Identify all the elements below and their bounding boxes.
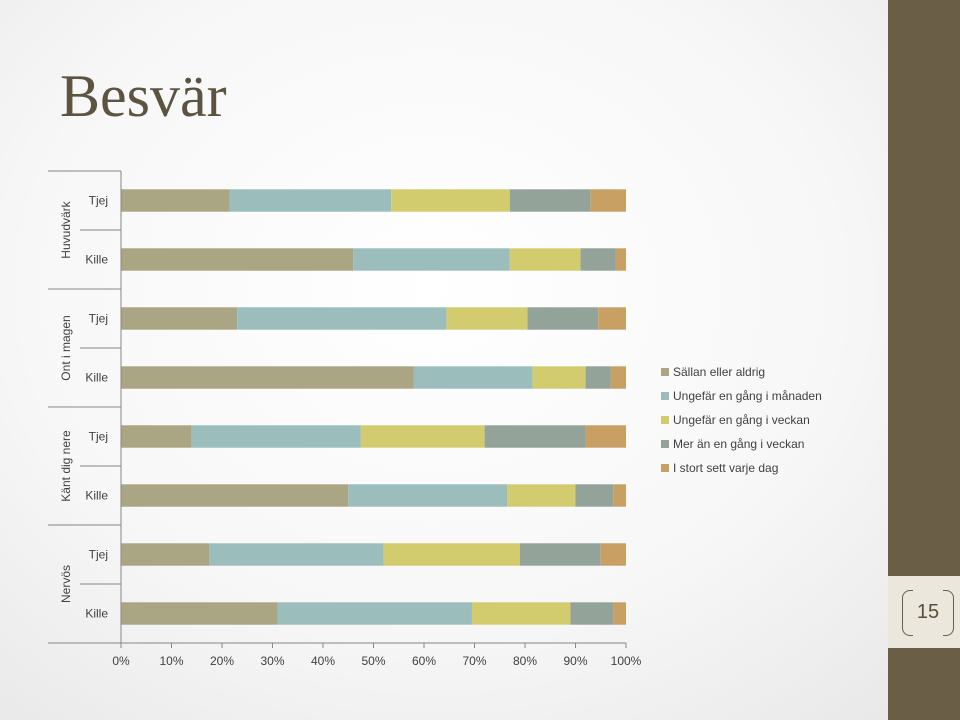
category-label: Kille — [85, 607, 108, 621]
bar-segment — [598, 307, 626, 330]
bar-segment — [446, 307, 528, 330]
x-tick-label: 60% — [412, 654, 436, 668]
bar-segment — [121, 425, 192, 448]
legend-swatch — [661, 464, 669, 472]
legend-item: I stort sett varje dag — [661, 456, 822, 480]
group-label: Känt dig nere — [59, 430, 73, 502]
bar-segment — [229, 189, 392, 212]
x-tick-label: 0% — [112, 654, 130, 668]
bar-segment — [191, 425, 361, 448]
legend-label: Sällan eller aldrig — [673, 365, 766, 379]
bar-segment — [360, 425, 485, 448]
x-tick-label: 80% — [513, 654, 537, 668]
bar-segment — [509, 189, 591, 212]
bar-segment — [507, 484, 576, 507]
legend-swatch — [661, 368, 669, 376]
bar-segment — [121, 366, 414, 389]
bar-segment — [121, 307, 238, 330]
x-tick-label: 100% — [611, 654, 642, 668]
x-tick-label: 10% — [159, 654, 183, 668]
bar-segment — [348, 484, 508, 507]
legend-label: I stort sett varje dag — [673, 461, 779, 475]
group-label: Ont i magen — [59, 315, 73, 380]
x-tick-label: 90% — [563, 654, 587, 668]
bar-segment — [509, 248, 581, 271]
bar-segment — [615, 248, 626, 271]
category-label: Kille — [85, 371, 108, 385]
bar-segment — [590, 189, 626, 212]
page-number-badge: 15 — [888, 576, 960, 648]
category-label: Tjej — [89, 548, 108, 562]
bracket-right — [943, 590, 954, 636]
category-label: Tjej — [89, 312, 108, 326]
bar-segment — [237, 307, 447, 330]
legend-label: Ungefär en gång i månaden — [673, 389, 822, 403]
legend-swatch — [661, 440, 669, 448]
bar-segment — [585, 425, 626, 448]
category-label: Kille — [85, 489, 108, 503]
x-tick-label: 30% — [260, 654, 284, 668]
bar-segment — [277, 602, 472, 625]
bar-segment — [600, 543, 626, 566]
x-tick-label: 50% — [361, 654, 385, 668]
group-label: Nervös — [59, 565, 73, 603]
bar-segment — [484, 425, 586, 448]
bracket-left — [902, 590, 913, 636]
bar-segment — [353, 248, 510, 271]
legend-swatch — [661, 392, 669, 400]
bar-segment — [391, 189, 510, 212]
x-tick-label: 40% — [311, 654, 335, 668]
bar-segment — [575, 484, 614, 507]
bar-segment — [527, 307, 599, 330]
bar-segment — [613, 484, 626, 507]
category-label: Tjej — [89, 194, 108, 208]
bar-segment — [383, 543, 520, 566]
bar-segment — [519, 543, 601, 566]
group-label: Huvudvärk — [59, 200, 73, 258]
bar-segment — [471, 602, 571, 625]
x-tick-label: 70% — [462, 654, 486, 668]
bar-segment — [121, 189, 230, 212]
bar-segment — [121, 248, 354, 271]
bar-segment — [532, 366, 586, 389]
legend-label: Mer än en gång i veckan — [673, 437, 805, 451]
bar-segment — [585, 366, 611, 389]
slide-title: Besvär — [60, 63, 227, 129]
category-label: Tjej — [89, 430, 108, 444]
bar-segment — [209, 543, 384, 566]
bar-segment — [580, 248, 616, 271]
bar-segment — [613, 602, 626, 625]
bar-segment — [121, 602, 278, 625]
bar-segment — [610, 366, 626, 389]
legend-item: Ungefär en gång i månaden — [661, 384, 822, 408]
bar-segment — [121, 543, 210, 566]
legend-item: Sällan eller aldrig — [661, 360, 822, 384]
chart-legend: Sällan eller aldrig Ungefär en gång i mån… — [661, 360, 822, 480]
legend-item: Ungefär en gång i veckan — [661, 408, 822, 432]
bar-segment — [121, 484, 349, 507]
page-number: 15 — [916, 601, 940, 623]
category-label: Kille — [85, 253, 108, 267]
bar-segment — [413, 366, 533, 389]
legend-label: Ungefär en gång i veckan — [673, 413, 810, 427]
legend-swatch — [661, 416, 669, 424]
bar-segment — [570, 602, 614, 625]
legend-item: Mer än en gång i veckan — [661, 432, 822, 456]
stacked-bar-chart: Tjej Kille Tjej Kille Tjej Kille Tjej Kille Huvu… — [48, 170, 642, 668]
x-tick-label: 20% — [210, 654, 234, 668]
